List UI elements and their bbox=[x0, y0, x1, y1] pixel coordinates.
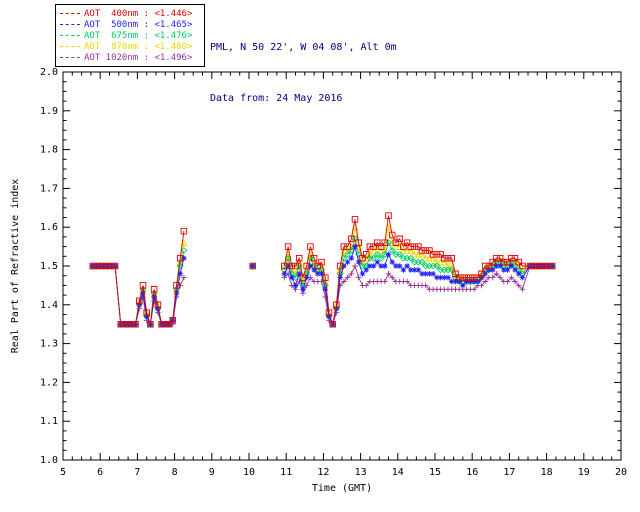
legend-label: AOT 1020nm : <1.496> bbox=[84, 52, 193, 63]
x-tick-label: 11 bbox=[280, 467, 292, 478]
legend: AOT 400nm : <1.446> AOT 500nm : <1.465> AO… bbox=[55, 4, 205, 67]
legend-label: AOT 870nm : <1.480> bbox=[84, 41, 193, 52]
y-tick-label: 1.9 bbox=[40, 106, 58, 117]
series-markers bbox=[89, 212, 556, 328]
y-tick-label: 1.4 bbox=[40, 300, 58, 311]
x-tick-label: 17 bbox=[503, 467, 515, 478]
series-aot-400nm bbox=[89, 212, 556, 328]
legend-label: AOT 675nm : <1.476> bbox=[84, 30, 193, 41]
x-tick-label: 14 bbox=[392, 467, 404, 478]
header-info: PML, N 50 22', W 04 08', Alt 0m Data fro… bbox=[210, 5, 397, 141]
ticks bbox=[62, 71, 622, 461]
date-line: Data from: 24 May 2016 bbox=[210, 93, 343, 104]
y-tick-label: 1.2 bbox=[40, 377, 58, 388]
x-axis-title: Time (GMT) bbox=[312, 483, 372, 494]
x-tick-label: 18 bbox=[541, 467, 553, 478]
x-tick-label: 5 bbox=[60, 467, 66, 478]
x-tick-label: 16 bbox=[466, 467, 478, 478]
legend-label: AOT 400nm : <1.446> bbox=[84, 8, 193, 19]
y-tick-label: 1.3 bbox=[40, 339, 58, 350]
x-tick-label: 6 bbox=[97, 467, 103, 478]
x-tick-label: 7 bbox=[134, 467, 140, 478]
x-tick-label: 15 bbox=[429, 467, 441, 478]
y-tick-label: 1.8 bbox=[40, 145, 58, 156]
legend-line-sample-icon bbox=[60, 57, 80, 58]
x-tick-label: 13 bbox=[355, 467, 367, 478]
y-tick-label: 1.7 bbox=[40, 183, 58, 194]
x-tick-label: 20 bbox=[615, 467, 627, 478]
x-tick-label: 19 bbox=[578, 467, 590, 478]
legend-line-sample-icon bbox=[60, 46, 80, 47]
axis-labels: 5 6 7 8 9 10 11 12 13 14 15 16 17 18 19 20 1.0 1.1 1.2 1.3 1… bbox=[10, 67, 627, 494]
legend-line-sample-icon bbox=[60, 24, 80, 25]
site-line: PML, N 50 22', W 04 08', Alt 0m bbox=[210, 42, 397, 53]
legend-line-sample-icon bbox=[60, 35, 80, 36]
y-tick-label: 1.6 bbox=[40, 222, 58, 233]
legend-item: AOT 675nm : <1.476> bbox=[60, 30, 200, 41]
y-tick-label: 1.1 bbox=[40, 416, 58, 427]
y-axis-title: Real Part of Refractive index bbox=[10, 179, 21, 354]
legend-item: AOT 1020nm : <1.496> bbox=[60, 52, 200, 63]
x-tick-label: 10 bbox=[243, 467, 255, 478]
legend-item: AOT 500nm : <1.465> bbox=[60, 19, 200, 30]
x-tick-label: 9 bbox=[209, 467, 215, 478]
y-tick-label: 1.5 bbox=[40, 261, 58, 272]
legend-line-sample-icon bbox=[60, 13, 80, 14]
x-tick-label: 8 bbox=[172, 467, 178, 478]
legend-item: AOT 870nm : <1.480> bbox=[60, 41, 200, 52]
y-tick-label: 2.0 bbox=[40, 67, 58, 78]
legend-label: AOT 500nm : <1.465> bbox=[84, 19, 193, 30]
legend-item: AOT 400nm : <1.446> bbox=[60, 8, 200, 19]
x-tick-label: 12 bbox=[317, 467, 329, 478]
y-tick-label: 1.0 bbox=[40, 455, 58, 466]
